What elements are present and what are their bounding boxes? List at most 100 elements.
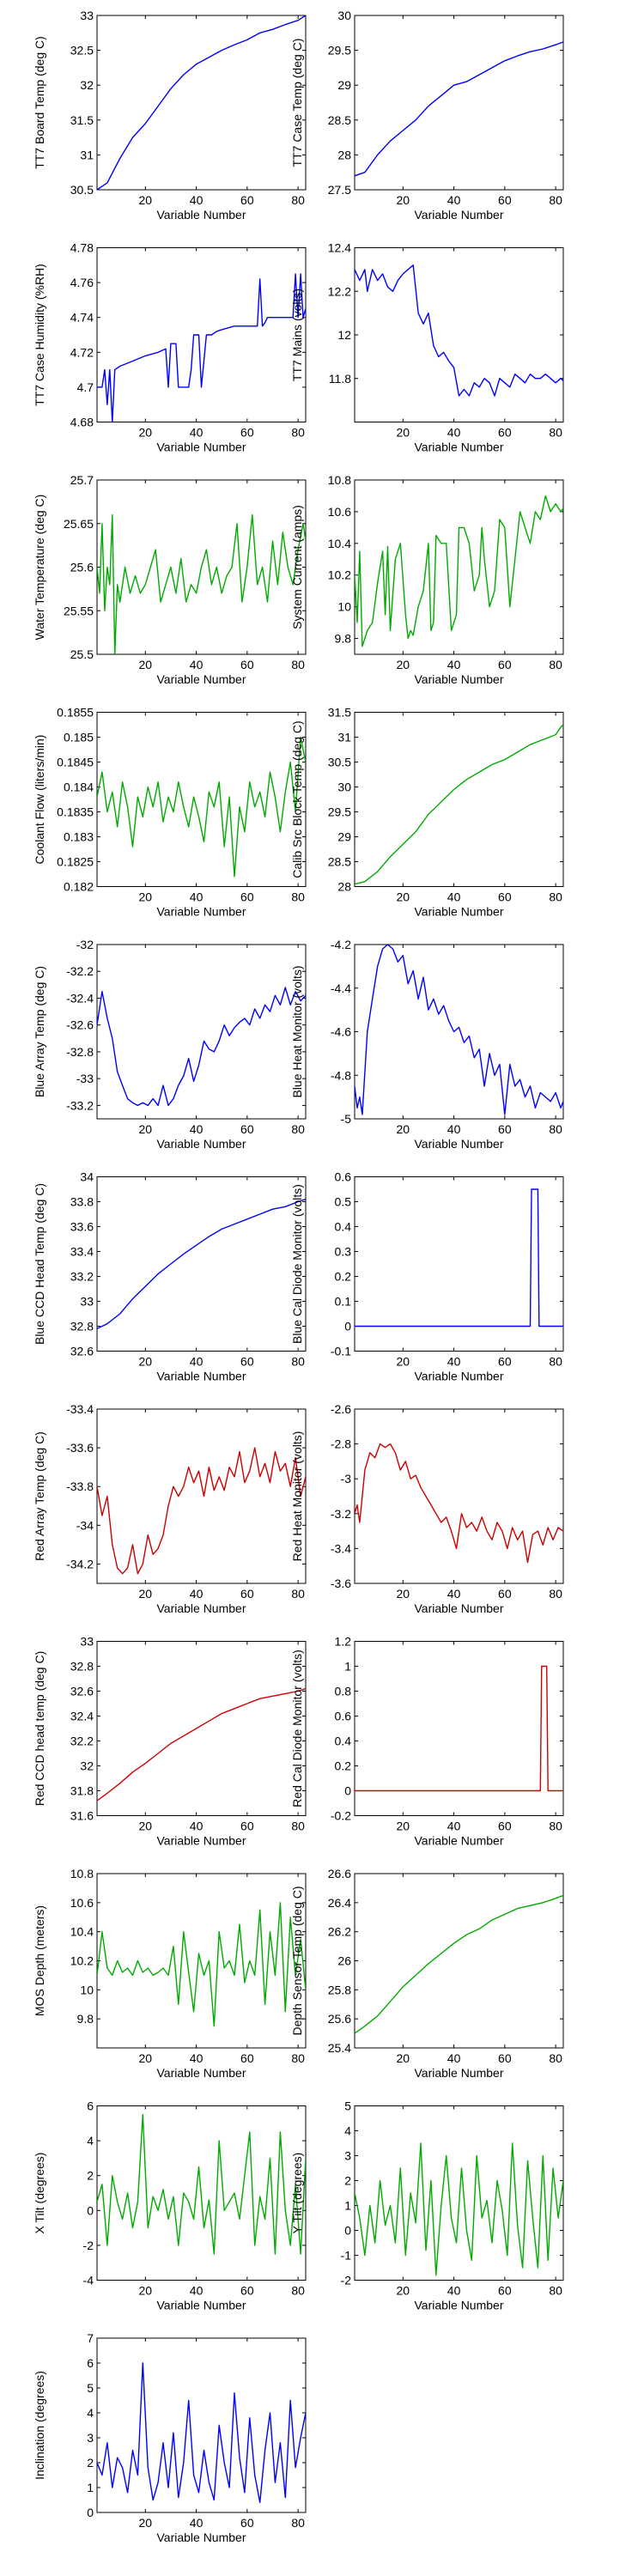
- y-tick-label: 1: [87, 2481, 94, 2494]
- plot-area: [354, 1408, 564, 1584]
- y-tick-label: 10.6: [70, 1896, 94, 1910]
- x-tick-label: 60: [240, 890, 254, 904]
- y-tick-label: 4.68: [70, 416, 94, 429]
- x-tick-label: 20: [139, 1122, 153, 1136]
- y-tick-label: 31.8: [70, 1784, 94, 1798]
- x-axis-label: Variable Number: [156, 1834, 246, 1848]
- series-line: [355, 1188, 563, 1327]
- y-tick-label: 31.5: [328, 706, 351, 720]
- y-tick-label: 10.8: [70, 1867, 94, 1880]
- y-tick-label: 31.6: [70, 1809, 94, 1823]
- y-tick-label: 4: [344, 2124, 351, 2138]
- y-tick-label: 10.2: [70, 1954, 94, 1968]
- x-tick-label: 40: [447, 658, 461, 671]
- y-tick-label: 25.8: [328, 1983, 351, 1996]
- y-tick-label: 0.185: [64, 731, 94, 744]
- y-tick-label: 0.1825: [57, 855, 94, 869]
- y-tick-label: 0.6: [335, 1170, 352, 1184]
- y-axis-label: Red Cal Diode Monitor (volts): [290, 1649, 304, 1807]
- x-tick-label: 60: [498, 1122, 512, 1136]
- chart-panel: 20 40 60 80 -33.2 -33 -32.8 -32.6 -32.4 -32.2 -32 V…: [33, 938, 307, 1151]
- y-tick-label: 25.6: [70, 561, 94, 574]
- x-tick-label: 60: [498, 2284, 512, 2298]
- series-line: [97, 736, 306, 878]
- x-tick-label: 80: [291, 1820, 305, 1833]
- y-axis-label: Red CCD head temp (deg C): [33, 1651, 46, 1807]
- y-tick-label: 0.184: [64, 781, 94, 794]
- y-axis-label: System Current (amps): [290, 505, 304, 629]
- y-tick-label: -1: [341, 2249, 352, 2263]
- x-tick-label: 40: [447, 193, 461, 207]
- x-tick-label: 20: [139, 2284, 153, 2298]
- plot-area: [96, 944, 307, 1120]
- x-tick-label: 40: [190, 193, 204, 207]
- plot-area: [354, 2105, 564, 2281]
- x-tick-label: 40: [447, 426, 461, 440]
- x-axis-label: Variable Number: [156, 2066, 246, 2080]
- y-tick-label: 29.5: [328, 805, 351, 819]
- x-axis-label: Variable Number: [156, 2299, 246, 2312]
- x-tick-label: 80: [549, 426, 562, 440]
- y-tick-label: 12.2: [328, 284, 351, 298]
- y-tick-label: 0: [87, 2203, 94, 2217]
- y-tick-label: -33.6: [66, 1441, 94, 1455]
- plot-area: [354, 1176, 564, 1352]
- x-tick-label: 20: [139, 193, 153, 207]
- plot-area: [96, 2337, 307, 2513]
- x-tick-label: 20: [397, 2051, 410, 2065]
- y-tick-label: 0.2: [335, 1270, 352, 1284]
- chart-panel: 20 40 60 80 -0.1 0 0.1 0.2 0.3 0.4 0.5 0.6 Variable …: [290, 1170, 564, 1383]
- chart-panel: 20 40 60 80 -2 -1 0 1 2 3 4 5 Variable Number Y Tilt …: [290, 2099, 564, 2312]
- plot-area: [96, 15, 307, 191]
- y-tick-label: 4.76: [70, 276, 94, 289]
- y-tick-label: 0: [344, 1320, 351, 1334]
- x-tick-label: 60: [240, 426, 254, 440]
- y-tick-label: 0: [87, 2506, 94, 2519]
- series-line: [97, 1447, 306, 1575]
- y-tick-label: 4: [87, 2406, 94, 2420]
- x-axis-label: Variable Number: [156, 905, 246, 919]
- series-line: [97, 513, 306, 654]
- y-tick-label: -32.8: [66, 1045, 94, 1059]
- y-tick-label: 10: [337, 600, 351, 614]
- plot-area: [354, 1641, 564, 1816]
- x-tick-label: 60: [240, 1355, 254, 1369]
- y-tick-label: 1: [344, 1660, 351, 1674]
- series-line: [355, 1894, 563, 2034]
- y-axis-label: TT7 Mains (volts): [290, 289, 304, 381]
- y-tick-label: 12.4: [328, 241, 351, 255]
- x-tick-label: 20: [139, 1820, 153, 1833]
- series-line: [355, 495, 563, 647]
- y-tick-label: 2: [87, 2456, 94, 2470]
- x-tick-label: 40: [190, 1355, 204, 1369]
- y-tick-label: -4.4: [331, 981, 351, 995]
- x-tick-label: 60: [240, 1122, 254, 1136]
- y-axis-label: Y Tilt (degrees): [290, 2153, 304, 2234]
- y-tick-label: 3: [87, 2431, 94, 2445]
- series-line: [355, 264, 563, 397]
- x-tick-label: 40: [447, 1587, 461, 1601]
- y-tick-label: 32.6: [70, 1685, 94, 1698]
- chart-panel: 20 40 60 80 0.182 0.1825 0.183 0.1835 0.184 0.184…: [33, 706, 307, 919]
- x-tick-label: 20: [139, 2051, 153, 2065]
- chart-panel: 20 40 60 80 32.6 32.8 33 33.2 33.4 33.6 33.8 34 Vari…: [33, 1170, 307, 1383]
- x-tick-label: 60: [240, 193, 254, 207]
- x-tick-label: 40: [190, 1122, 204, 1136]
- y-tick-label: 2: [87, 2169, 94, 2183]
- y-tick-label: 33.2: [70, 1270, 94, 1284]
- x-tick-label: 60: [498, 1355, 512, 1369]
- x-tick-label: 60: [498, 426, 512, 440]
- x-tick-label: 40: [447, 2051, 461, 2065]
- x-tick-label: 80: [291, 1587, 305, 1601]
- y-tick-label: 0.1855: [57, 706, 94, 720]
- x-axis-label: Variable Number: [156, 1601, 246, 1615]
- y-tick-label: 30.5: [328, 756, 351, 769]
- y-tick-label: 12: [337, 328, 351, 342]
- x-tick-label: 20: [397, 1355, 410, 1369]
- x-tick-label: 20: [397, 658, 410, 671]
- x-tick-label: 60: [240, 2051, 254, 2065]
- series-line: [355, 1443, 563, 1564]
- x-tick-label: 60: [498, 890, 512, 904]
- y-tick-label: 31: [337, 731, 351, 744]
